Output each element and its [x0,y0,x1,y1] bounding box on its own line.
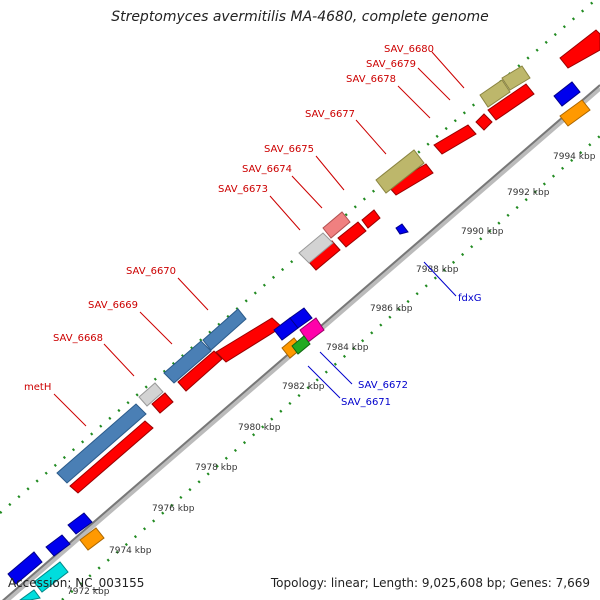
leader-line [417,67,451,101]
gene-sav6673-bar[interactable] [298,232,334,264]
gene-label[interactable]: SAV_6668 [53,333,103,344]
tick-label: 7984 kbp [326,343,369,353]
gene-arrow[interactable] [79,527,105,551]
gene-arrow[interactable] [151,392,174,414]
gene-arrow[interactable] [33,561,69,593]
gene-label[interactable]: SAV_6679 [366,59,416,70]
leader-line [431,51,465,89]
gene-arrow[interactable] [361,209,381,229]
forward-genes-inner [69,29,600,494]
gene-arrow[interactable] [177,350,223,392]
gene-label[interactable]: SAV_6669 [88,300,138,311]
ruler-lower [61,135,600,600]
gene-arrow[interactable] [45,534,71,557]
gene-label[interactable]: SAV_6675 [264,144,314,155]
gene-label[interactable]: metH [24,382,51,393]
gene-sav6674-bar[interactable] [322,211,351,239]
gene-sav6677-bar[interactable] [375,149,425,194]
forward-leader-lines [53,51,465,427]
leader-line [397,85,431,119]
gene-fdxG-arrow[interactable] [395,223,409,235]
tick-label: 7982 kbp [282,382,325,392]
gene-arrow[interactable] [337,221,367,248]
genome-summary: Topology: linear; Length: 9,025,608 bp; … [270,576,590,590]
gene-label[interactable]: SAV_6670 [126,266,176,277]
tick-label: 7986 kbp [370,304,413,314]
tick-label: 7992 kbp [507,188,550,198]
map-title: Streptomyces avermitilis MA-4680, comple… [111,9,489,25]
gene-arrow[interactable] [69,420,154,494]
gene-label[interactable]: fdxG [458,293,482,304]
accession-label: Accession: NC_003155 [8,576,145,590]
gene-sav6679-bar[interactable] [479,79,511,108]
leader-line [423,261,457,297]
leader-line [355,119,387,155]
gene-arrow[interactable] [559,99,591,127]
gene-arrow[interactable] [433,124,477,155]
leader-line [139,311,173,345]
gene-arrow[interactable] [19,589,41,600]
reverse-gene-labels: SAV_6671 SAV_6672 fdxG [341,293,482,408]
leader-line [319,351,353,385]
tick-label: 7990 kbp [461,227,504,237]
tick-label: 7974 kbp [109,546,152,556]
gene-label[interactable]: SAV_6673 [218,184,268,195]
gene-label[interactable]: SAV_6677 [305,109,355,120]
gene-sav6668-bar[interactable] [138,382,164,407]
gene-arrow[interactable] [475,113,493,131]
gene-label[interactable]: SAV_6678 [346,74,396,85]
gene-metH-bar[interactable] [56,403,147,484]
leader-line [291,175,323,209]
gene-label[interactable]: SAV_6680 [384,44,434,55]
tick-label: 7978 kbp [195,463,238,473]
reverse-leader-lines [307,261,457,399]
gene-label[interactable]: SAV_6671 [341,397,391,408]
leader-line [269,195,301,231]
leader-line [307,365,341,399]
gene-arrow[interactable] [7,551,43,585]
gene-label[interactable]: SAV_6674 [242,164,292,175]
leader-line [315,155,345,191]
gene-sav6680-bar[interactable] [501,65,531,91]
gene-arrow[interactable] [553,81,581,107]
gene-arrow[interactable] [289,307,313,329]
leader-line [177,277,209,311]
tick-label: 7988 kbp [416,265,459,275]
forward-gene-labels: metH SAV_6668 SAV_6669 SAV_6670 SAV_6673… [24,44,434,393]
tick-label: 7976 kbp [152,504,195,514]
gene-label[interactable]: SAV_6672 [358,380,408,391]
gene-sav6669-bar[interactable] [163,340,212,384]
tick-label: 7972 kbp [67,587,110,597]
gene-sav6671-box[interactable] [291,335,311,355]
gene-arrow[interactable] [67,512,93,535]
tick-label: 7980 kbp [238,423,281,433]
gene-arrow[interactable] [559,29,600,69]
leader-line [103,343,135,377]
leader-line [53,393,87,427]
reverse-genes [7,81,591,600]
tick-label: 7994 kbp [553,152,596,162]
gene-arrow[interactable] [487,83,535,121]
gene-sav6670-bar[interactable] [202,308,247,351]
